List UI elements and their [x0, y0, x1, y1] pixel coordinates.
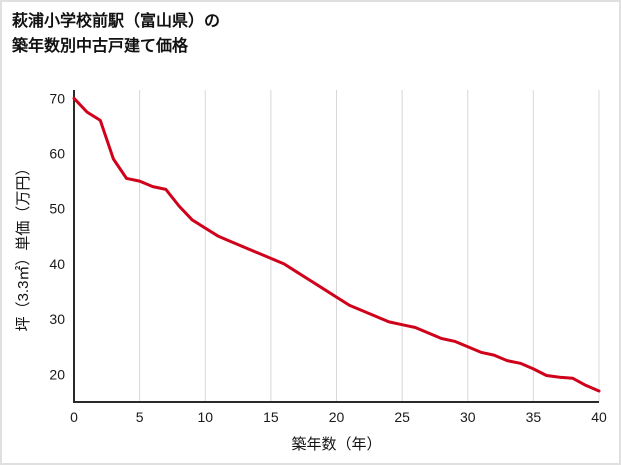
- y-tick-label: 20: [49, 366, 65, 382]
- price-line: [72, 96, 601, 393]
- y-tick-label: 40: [49, 256, 65, 272]
- y-tick-label: 30: [49, 311, 65, 327]
- y-tick-label: 50: [49, 201, 65, 217]
- y-tick-label: 60: [49, 146, 65, 162]
- y-tick-label: 70: [49, 90, 65, 106]
- y-axis-label: 坪（3.3㎡）単価（万円）: [15, 161, 32, 332]
- x-tick-label: 40: [591, 409, 607, 425]
- x-tick-label: 20: [329, 409, 345, 425]
- x-tick-label: 0: [70, 409, 78, 425]
- x-tick-label: 15: [263, 409, 279, 425]
- chart-title: 萩浦小学校前駅（富山県）の 築年数別中古戸建て価格: [12, 10, 220, 60]
- x-tick-label: 35: [526, 409, 542, 425]
- chart-title-line1: 萩浦小学校前駅（富山県）の: [12, 13, 221, 30]
- chart-title-line2: 築年数別中古戸建て価格: [12, 37, 189, 55]
- x-tick-label: 10: [197, 409, 213, 425]
- x-tick-label: 25: [394, 409, 410, 425]
- x-tick-label: 30: [460, 409, 476, 425]
- x-axis-label: 築年数（年）: [291, 435, 381, 453]
- x-tick-label: 5: [136, 409, 144, 425]
